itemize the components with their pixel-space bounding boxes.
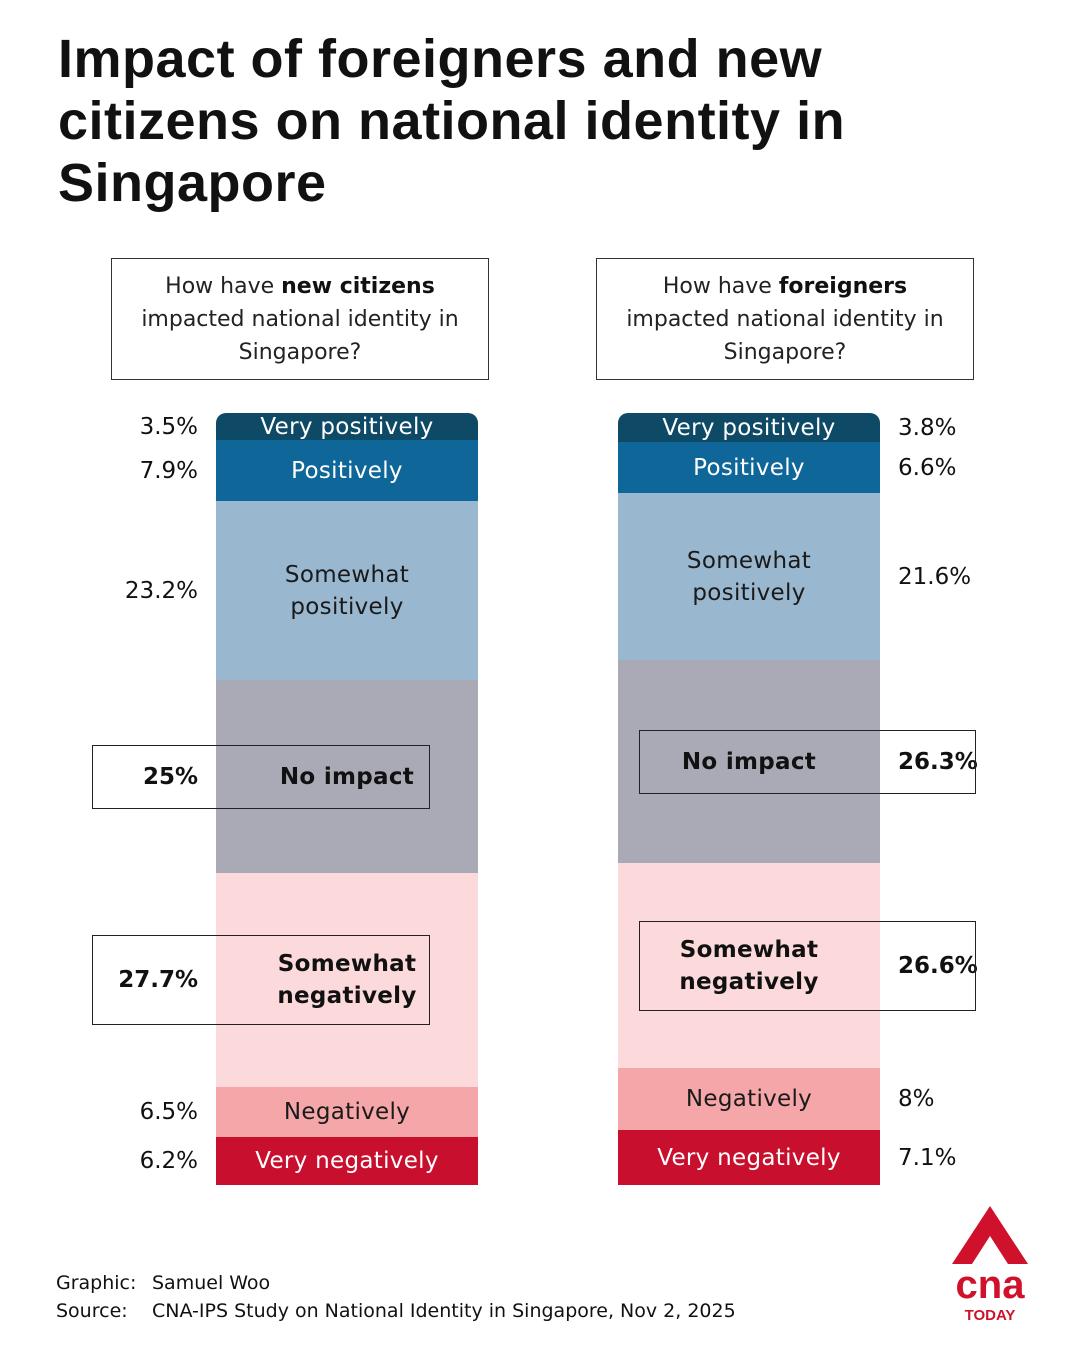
question-pre: How have [662, 273, 779, 299]
cna-today-logo: cna TODAY [952, 1206, 1028, 1324]
segment-label: No impact [681, 748, 817, 775]
question-bold: new citizens [281, 273, 435, 299]
value-label: 7.9% [139, 457, 198, 484]
value-label: 6.5% [139, 1099, 198, 1126]
question-box-foreigners: How have foreigners impacted national id… [596, 258, 974, 380]
logo-brand: cna [956, 1263, 1026, 1307]
value-label: 8% [898, 1086, 935, 1113]
source-label: Source: [56, 1300, 128, 1322]
segment-label: Very negatively [255, 1148, 439, 1175]
question-post: impacted national identity in Singapore? [626, 306, 944, 365]
bar-segment-negatively: Negatively [618, 1068, 880, 1131]
graphic-value: Samuel Woo [152, 1272, 271, 1294]
segment-label: Positively [291, 457, 403, 484]
question-bold: foreigners [778, 273, 908, 299]
segment-label: Negatively [685, 1086, 813, 1113]
value-label: 27.7% [118, 967, 198, 994]
source-line: Source: CNA-IPS Study on National Identit… [56, 1298, 736, 1324]
segment-label: Somewhat positively [284, 561, 410, 620]
segment-label: Very positively [662, 414, 836, 441]
value-label: 25% [142, 763, 198, 790]
value-label: 6.6% [898, 454, 957, 481]
bar-segment-very-positively: Very positively [618, 413, 880, 443]
bar-segment-positively: Positively [216, 440, 478, 501]
question-post: impacted national identity in Singapore? [141, 306, 459, 365]
value-label: 3.8% [898, 414, 957, 441]
value-label: 6.2% [139, 1148, 198, 1175]
graphic-label: Graphic: [56, 1272, 137, 1294]
source-value: CNA-IPS Study on National Identity in Si… [152, 1300, 736, 1322]
bar-segment-somewhat-negatively: Somewhat negatively [216, 873, 478, 1087]
bar-segment-negatively: Negatively [216, 1086, 478, 1138]
segment-label: Very negatively [657, 1144, 841, 1171]
segment-label: No impact [279, 763, 415, 790]
segment-label: Negatively [283, 1099, 411, 1126]
bar-segment-positively: Positively [618, 442, 880, 494]
value-label: 21.6% [898, 563, 972, 590]
value-label: 26.3% [898, 748, 978, 775]
segment-label: Somewhat negatively [277, 951, 417, 1010]
logo-sub: TODAY [965, 1307, 1016, 1324]
value-label: 23.2% [124, 577, 198, 604]
value-label: 26.6% [898, 952, 978, 979]
segment-label: Positively [693, 454, 805, 481]
value-label: 7.1% [898, 1144, 957, 1171]
stacked-bar-foreigners: Very positively Positively Somewhat positi… [618, 413, 880, 1185]
bar-segment-very-negatively: Very negatively [618, 1130, 880, 1185]
logo-mark-icon [952, 1206, 1028, 1264]
bar-segment-somewhat-negatively: Somewhat negatively [618, 863, 880, 1069]
segment-label: Somewhat negatively [679, 936, 819, 995]
question-box-new-citizens: How have new citizens impacted national … [111, 258, 489, 380]
segment-label: Somewhat positively [686, 547, 812, 606]
bar-segment-very-positively: Very positively [216, 413, 478, 441]
credit-line: Graphic: Samuel Woo [56, 1270, 270, 1296]
bar-segment-very-negatively: Very negatively [216, 1137, 478, 1185]
bar-segment-somewhat-positively: Somewhat positively [216, 501, 478, 681]
bar-segment-no-impact: No impact [216, 680, 478, 874]
chart-title: Impact of foreigners and new citizens on… [58, 29, 846, 213]
stacked-bar-new-citizens: Very positively Positively Somewhat positi… [216, 413, 478, 1185]
bar-segment-somewhat-positively: Somewhat positively [618, 493, 880, 661]
question-pre: How have [165, 273, 282, 299]
bar-segment-no-impact: No impact [618, 660, 880, 864]
segment-label: Very positively [260, 413, 434, 440]
value-label: 3.5% [139, 413, 198, 440]
